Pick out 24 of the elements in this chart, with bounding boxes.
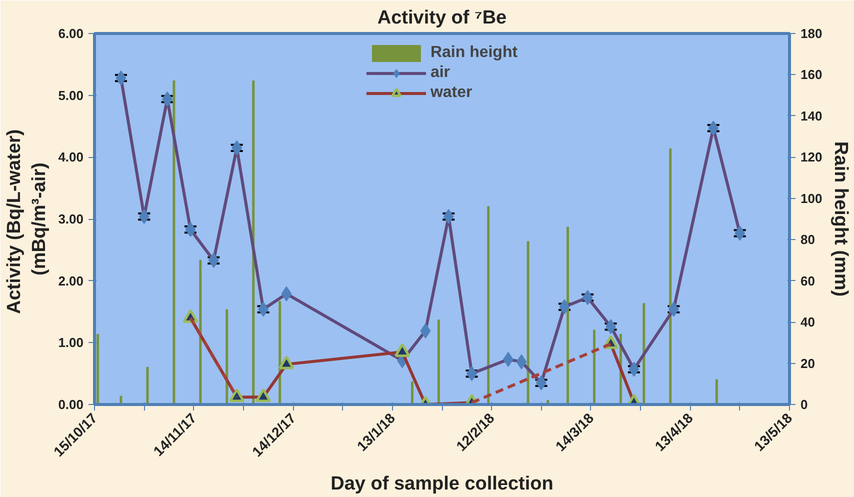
y-tick-label: 4.00 — [58, 150, 84, 165]
y-tick-label: 6.00 — [58, 26, 84, 41]
y2-tick-label: 160 — [800, 67, 822, 82]
chart-title: Activity of ⁷Be — [377, 8, 507, 28]
legend-label: air — [430, 64, 450, 82]
y2-tick-label: 120 — [800, 150, 822, 165]
x-axis-title: Day of sample collection — [330, 473, 554, 494]
y2-tick-label: 180 — [800, 26, 822, 41]
y-tick-label: 3.00 — [58, 212, 84, 226]
y2-tick-label: 0 — [800, 397, 808, 412]
legend-label: water — [430, 84, 472, 102]
y2-tick-label: 100 — [800, 190, 822, 206]
y-tick-label: 5.00 — [58, 88, 84, 103]
y2-tick-label: 140 — [800, 108, 822, 124]
y2-tick-label: 60 — [800, 273, 815, 288]
y2-tick-label: 80 — [800, 232, 815, 248]
y-tick-label: 2.00 — [58, 273, 84, 288]
y2-axis-title: Rain height (mm) — [830, 141, 852, 297]
legend-label: Rain height — [430, 44, 518, 62]
y-axis-title: Activity (Bq/L-water) (mBq/m³-air) — [4, 129, 50, 314]
y-tick-label: 1.00 — [58, 335, 84, 350]
y2-tick-label: 40 — [800, 314, 815, 330]
y-tick-label: 0.00 — [58, 397, 84, 412]
y2-tick-label: 20 — [800, 356, 815, 371]
